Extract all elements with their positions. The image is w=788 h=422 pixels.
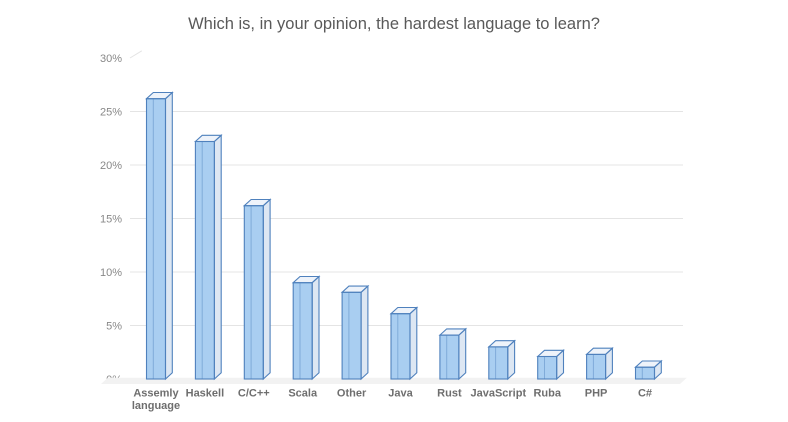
svg-text:Rust: Rust (437, 388, 462, 400)
svg-text:25%: 25% (100, 107, 122, 119)
svg-text:15%: 15% (100, 214, 122, 226)
svg-text:C/C++: C/C++ (238, 388, 270, 400)
svg-text:10%: 10% (100, 267, 122, 279)
svg-text:JavaScript: JavaScript (470, 388, 526, 400)
svg-text:Other: Other (337, 388, 367, 400)
svg-text:Java: Java (388, 388, 413, 400)
svg-text:language: language (132, 400, 180, 412)
svg-text:30%: 30% (100, 53, 122, 65)
svg-text:5%: 5% (106, 321, 122, 333)
svg-text:20%: 20% (100, 160, 122, 172)
svg-text:Assemly: Assemly (133, 388, 179, 400)
svg-text:C#: C# (638, 388, 652, 400)
svg-text:Scala: Scala (288, 388, 318, 400)
svg-text:Haskell: Haskell (186, 388, 225, 400)
svg-text:Ruba: Ruba (533, 388, 561, 400)
svg-text:PHP: PHP (585, 388, 608, 400)
